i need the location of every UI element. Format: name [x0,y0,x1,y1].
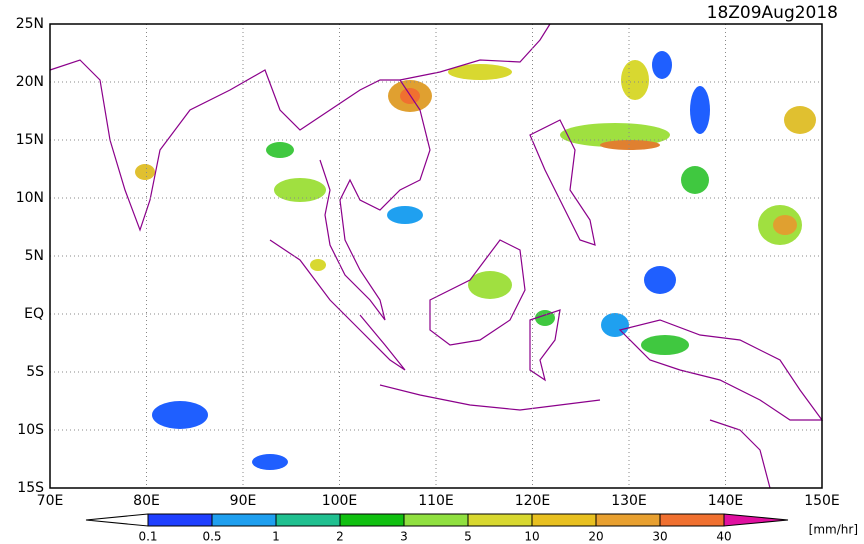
colorbar-segment [147,513,213,527]
colorbar-unit: [mm/hr] [809,523,858,537]
colorbar-high-triangle [723,513,789,527]
colorbar-label: 2 [336,530,344,544]
colorbar-segment [339,513,405,527]
lon-label: 100E [322,493,358,509]
lon-label: 130E [611,493,647,509]
colorbar-label: 0.1 [138,530,157,544]
colorbar-low-triangle [85,513,149,527]
colorbar-segment [211,513,277,527]
map-title: 18Z09Aug2018 [707,3,838,23]
lon-label: 150E [804,493,840,509]
colorbar-segment [595,513,661,527]
graticule [50,24,822,488]
lon-label: 90E [230,493,257,509]
colorbar-segment [403,513,469,527]
colorbar-segment [531,513,597,527]
colorbar-segment [659,513,725,527]
colorbar-label: 30 [652,530,667,544]
lon-label: 70E [37,493,64,509]
colorbar-segment [275,513,341,527]
colorbar-segment [467,513,533,527]
lat-label: 25N [16,16,44,32]
lon-label: 120E [515,493,551,509]
rain-areas [135,51,816,470]
lat-label: 5N [25,248,44,264]
lat-label: 10S [17,422,44,438]
lat-label: 5S [26,364,44,380]
lat-label: 20N [16,74,44,90]
colorbar-label: 5 [464,530,472,544]
lat-label: 15N [16,132,44,148]
lon-label: 140E [708,493,744,509]
colorbar-label: 3 [400,530,408,544]
lon-label: 110E [418,493,454,509]
colorbar: 0.1 0.5 1 2 3 5 10 20 30 40 [mm/hr] [85,513,858,544]
lat-label: EQ [24,306,44,322]
coastlines [49,23,824,489]
colorbar-label: 1 [272,530,280,544]
lat-label: 15S [17,480,44,496]
colorbar-label: 10 [524,530,539,544]
colorbar-label: 20 [588,530,603,544]
lon-label: 80E [133,493,160,509]
map-frame [49,23,823,489]
colorbar-label: 0.5 [202,530,221,544]
colorbar-label: 40 [716,530,731,544]
lat-label: 10N [16,190,44,206]
